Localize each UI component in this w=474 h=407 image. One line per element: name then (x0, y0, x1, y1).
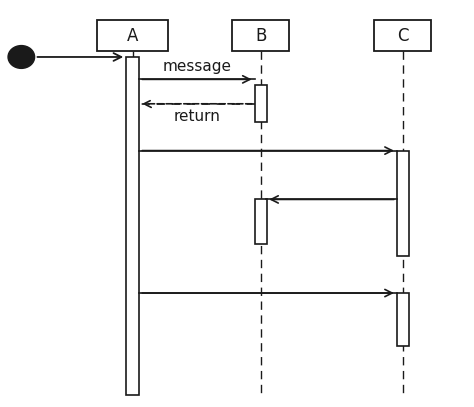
Text: C: C (397, 26, 409, 45)
Bar (126, 57, 139, 395)
Bar (97, 20, 168, 51)
Text: message: message (163, 59, 231, 74)
Bar (397, 151, 409, 256)
Bar (374, 20, 431, 51)
Text: return: return (173, 109, 220, 124)
Bar (397, 293, 409, 346)
Bar (232, 20, 289, 51)
Text: B: B (255, 26, 266, 45)
Circle shape (8, 46, 35, 68)
Bar (255, 85, 267, 122)
Bar (255, 199, 267, 244)
Text: A: A (127, 26, 138, 45)
